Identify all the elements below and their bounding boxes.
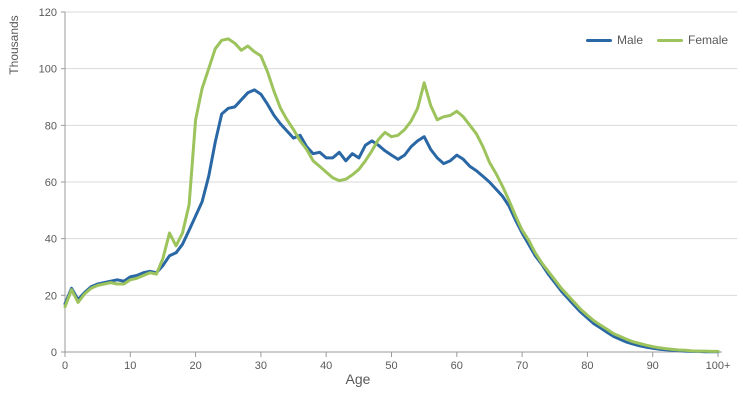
legend-label-male: Male — [617, 33, 644, 47]
male-line-swatch-icon — [586, 38, 612, 42]
x-tick-label: 70 — [516, 360, 528, 372]
female-line — [63, 37, 720, 353]
legend-label-female: Female — [688, 33, 729, 47]
x-tick-label: 40 — [320, 360, 332, 372]
x-tick-label: 60 — [451, 360, 463, 372]
x-tick-label: 20 — [189, 360, 201, 372]
x-tick-label: 0 — [62, 360, 68, 372]
x-tick-label: 80 — [581, 360, 593, 372]
y-tick-label: 20 — [45, 290, 57, 302]
y-tick-label: 120 — [39, 7, 57, 19]
y-tick-label: 60 — [45, 177, 57, 189]
legend-item-female: Female — [657, 33, 728, 47]
x-tick-label: 90 — [647, 360, 659, 372]
x-axis-title: Age — [345, 371, 371, 387]
legend-item-male: Male — [586, 33, 643, 47]
x-tick-label: 10 — [124, 360, 136, 372]
y-tick-label: 80 — [45, 120, 57, 132]
x-tick-label: 50 — [385, 360, 397, 372]
chart-legend: Male Female — [586, 33, 728, 47]
x-tick-label: 100+ — [706, 360, 731, 372]
y-axis-unit-label: Thousands — [7, 15, 21, 75]
x-tick-label: 30 — [255, 360, 267, 372]
y-tick-label: 100 — [39, 64, 57, 76]
male-line — [63, 88, 720, 354]
y-tick-label: 40 — [45, 234, 57, 246]
y-tick-label: 0 — [51, 347, 57, 359]
female-line-swatch-icon — [657, 38, 684, 42]
